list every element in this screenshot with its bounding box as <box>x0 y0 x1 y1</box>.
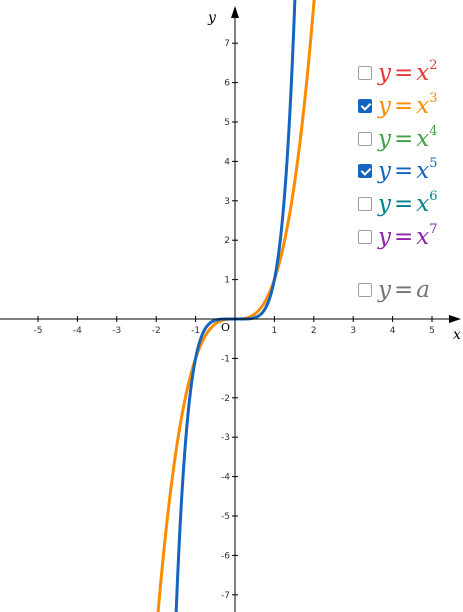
x-axis-arrow <box>449 315 461 323</box>
checkbox-x3[interactable] <box>358 99 372 113</box>
y-axis-arrow <box>231 6 239 18</box>
legend-item-x6[interactable]: y = x6 <box>358 189 438 217</box>
y-tick-label: 6 <box>224 79 230 89</box>
x-tick-label: 1 <box>272 326 278 336</box>
checkbox-constant[interactable] <box>358 283 372 297</box>
y-tick-label: -7 <box>221 591 230 601</box>
y-tick-label: 3 <box>224 197 230 207</box>
legend-item-constant[interactable]: y = a <box>358 277 430 303</box>
x-tick-label: 5 <box>429 326 435 336</box>
legend-item-x5[interactable]: y = x5 <box>358 156 438 184</box>
legend-item-x2[interactable]: y = x2 <box>358 58 438 86</box>
y-tick-label: -4 <box>221 473 230 483</box>
y-tick-label: -6 <box>221 551 230 561</box>
x-tick-label: -3 <box>112 326 121 336</box>
equation-x2: y = x2 <box>378 58 438 86</box>
x-tick-label: -4 <box>73 326 82 336</box>
legend-item-x3[interactable]: y = x3 <box>358 91 438 119</box>
checkbox-x7[interactable] <box>358 230 372 244</box>
y-tick-label: 4 <box>224 157 230 167</box>
checkbox-x2[interactable] <box>358 66 372 80</box>
origin-label: O <box>221 321 230 334</box>
y-tick-label: 1 <box>224 276 230 286</box>
y-tick-label: -1 <box>221 354 230 364</box>
y-tick-label: -5 <box>221 512 230 522</box>
x-tick-label: -5 <box>34 326 43 336</box>
curve-x5 <box>174 0 297 612</box>
axes: x y O <box>0 6 461 612</box>
legend-item-x7[interactable]: y = x7 <box>358 222 438 250</box>
y-tick-label: 5 <box>224 118 230 128</box>
legend-item-x4[interactable]: y = x4 <box>358 124 438 152</box>
x-tick-label: -1 <box>191 326 200 336</box>
curves <box>156 0 316 612</box>
checkbox-x5[interactable] <box>358 164 372 178</box>
x-tick-label: 4 <box>390 326 396 336</box>
equation-x5: y = x5 <box>378 156 438 184</box>
y-tick-label: 2 <box>224 236 230 246</box>
y-tick-label: -2 <box>221 394 230 404</box>
x-tick-label: -2 <box>152 326 161 336</box>
equation-x7: y = x7 <box>378 222 438 250</box>
x-axis-label: x <box>453 327 461 343</box>
x-tick-label: 3 <box>350 326 356 336</box>
checkbox-x4[interactable] <box>358 132 372 146</box>
y-axis-label: y <box>207 10 217 26</box>
x-tick-label: 2 <box>311 326 317 336</box>
y-tick-label: -3 <box>221 433 230 443</box>
equation-x6: y = x6 <box>378 189 438 217</box>
equation-constant: y = a <box>378 277 430 303</box>
equation-x4: y = x4 <box>378 124 438 152</box>
y-tick-label: 7 <box>224 39 230 49</box>
equation-x3: y = x3 <box>378 91 438 119</box>
checkbox-x6[interactable] <box>358 197 372 211</box>
